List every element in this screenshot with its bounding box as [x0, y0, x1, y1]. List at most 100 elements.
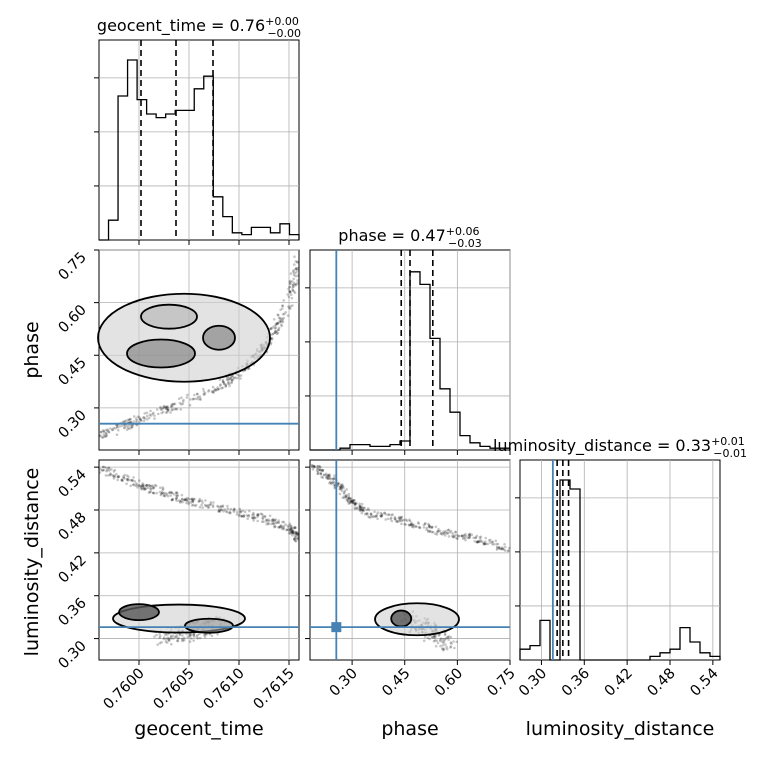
sample-point — [470, 533, 474, 536]
sample-point — [163, 405, 167, 409]
sample-point — [282, 520, 286, 524]
sample-point — [162, 492, 165, 495]
sample-point — [363, 506, 366, 510]
sample-point — [290, 531, 293, 535]
sample-point — [165, 641, 169, 644]
sample-point — [389, 517, 393, 521]
sample-point — [341, 496, 345, 500]
y-tick-label: 0.30 — [56, 407, 90, 441]
sample-point — [291, 529, 294, 532]
sample-point — [131, 479, 135, 482]
sample-point — [138, 416, 141, 419]
sample-point — [261, 517, 265, 521]
sample-point — [216, 386, 219, 389]
sample-point — [161, 406, 165, 410]
sample-point — [278, 525, 282, 529]
sample-point — [290, 529, 294, 533]
sample-point — [380, 515, 383, 518]
sample-point — [151, 412, 154, 416]
sample-point — [273, 525, 276, 529]
sample-point — [387, 513, 391, 516]
sample-point — [169, 634, 173, 638]
sample-point — [427, 529, 430, 532]
sample-point — [361, 508, 364, 512]
sample-point — [483, 542, 487, 546]
sample-point — [450, 642, 453, 645]
sample-point — [235, 513, 239, 516]
sample-point — [407, 523, 411, 527]
sample-point — [398, 518, 401, 521]
sample-point — [97, 466, 101, 470]
sample-point — [352, 501, 355, 505]
sample-point — [186, 496, 189, 500]
sample-point — [272, 318, 276, 321]
sample-point — [361, 507, 365, 510]
sample-point — [364, 512, 367, 516]
sample-point — [161, 487, 165, 491]
sample-point — [247, 367, 251, 371]
sample-point — [290, 530, 293, 534]
sample-point — [293, 537, 296, 540]
sample-point — [446, 532, 449, 535]
sample-point — [282, 527, 285, 531]
sample-point — [237, 374, 241, 378]
sample-point — [482, 542, 486, 545]
sample-point — [140, 487, 144, 491]
sample-point — [410, 525, 414, 529]
sample-point — [325, 476, 329, 480]
sample-point — [477, 540, 480, 544]
sample-point — [168, 491, 171, 494]
sample-point — [159, 486, 162, 490]
sample-point — [153, 417, 156, 420]
sample-point — [102, 433, 105, 436]
sample-point — [159, 405, 162, 409]
sample-point — [332, 477, 336, 480]
sample-point — [296, 538, 300, 541]
sample-point — [398, 517, 402, 520]
sample-point — [460, 534, 463, 538]
sample-point — [497, 546, 501, 549]
sample-point — [165, 407, 168, 410]
sample-point — [433, 634, 436, 637]
sample-point — [288, 529, 291, 532]
sample-point — [362, 506, 366, 510]
sample-point — [191, 500, 194, 504]
sample-point — [105, 432, 108, 435]
sample-point — [181, 498, 184, 501]
sample-point — [148, 484, 151, 487]
sample-point — [319, 472, 323, 476]
sample-point — [296, 261, 299, 264]
sample-point — [295, 267, 298, 271]
sample-point — [228, 384, 231, 388]
sample-point — [177, 397, 181, 401]
sample-point — [192, 633, 196, 637]
sample-point — [281, 318, 285, 321]
sample-point — [496, 542, 500, 546]
sample-point — [444, 643, 447, 646]
sample-point — [270, 336, 274, 340]
sample-point — [115, 433, 119, 437]
sample-point — [375, 513, 379, 516]
sample-point — [101, 468, 104, 472]
sample-point — [391, 513, 395, 516]
sample-point — [447, 638, 450, 641]
sample-point — [165, 405, 169, 409]
sample-point — [409, 523, 413, 526]
injection-marker — [331, 622, 342, 633]
sample-point — [292, 273, 296, 277]
sample-point — [187, 502, 190, 506]
x-tick-label: 0.42 — [602, 666, 636, 700]
sample-point — [423, 522, 427, 526]
sample-point — [169, 494, 173, 497]
sample-point — [166, 409, 170, 412]
sample-point — [393, 516, 397, 519]
sample-point — [221, 504, 225, 508]
sample-point — [193, 504, 197, 508]
sample-point — [146, 418, 149, 421]
sample-point — [328, 476, 332, 480]
sample-point — [289, 527, 292, 531]
sample-point — [242, 513, 246, 517]
sample-point — [475, 540, 479, 544]
sample-point — [320, 475, 324, 479]
sample-point — [275, 323, 278, 327]
